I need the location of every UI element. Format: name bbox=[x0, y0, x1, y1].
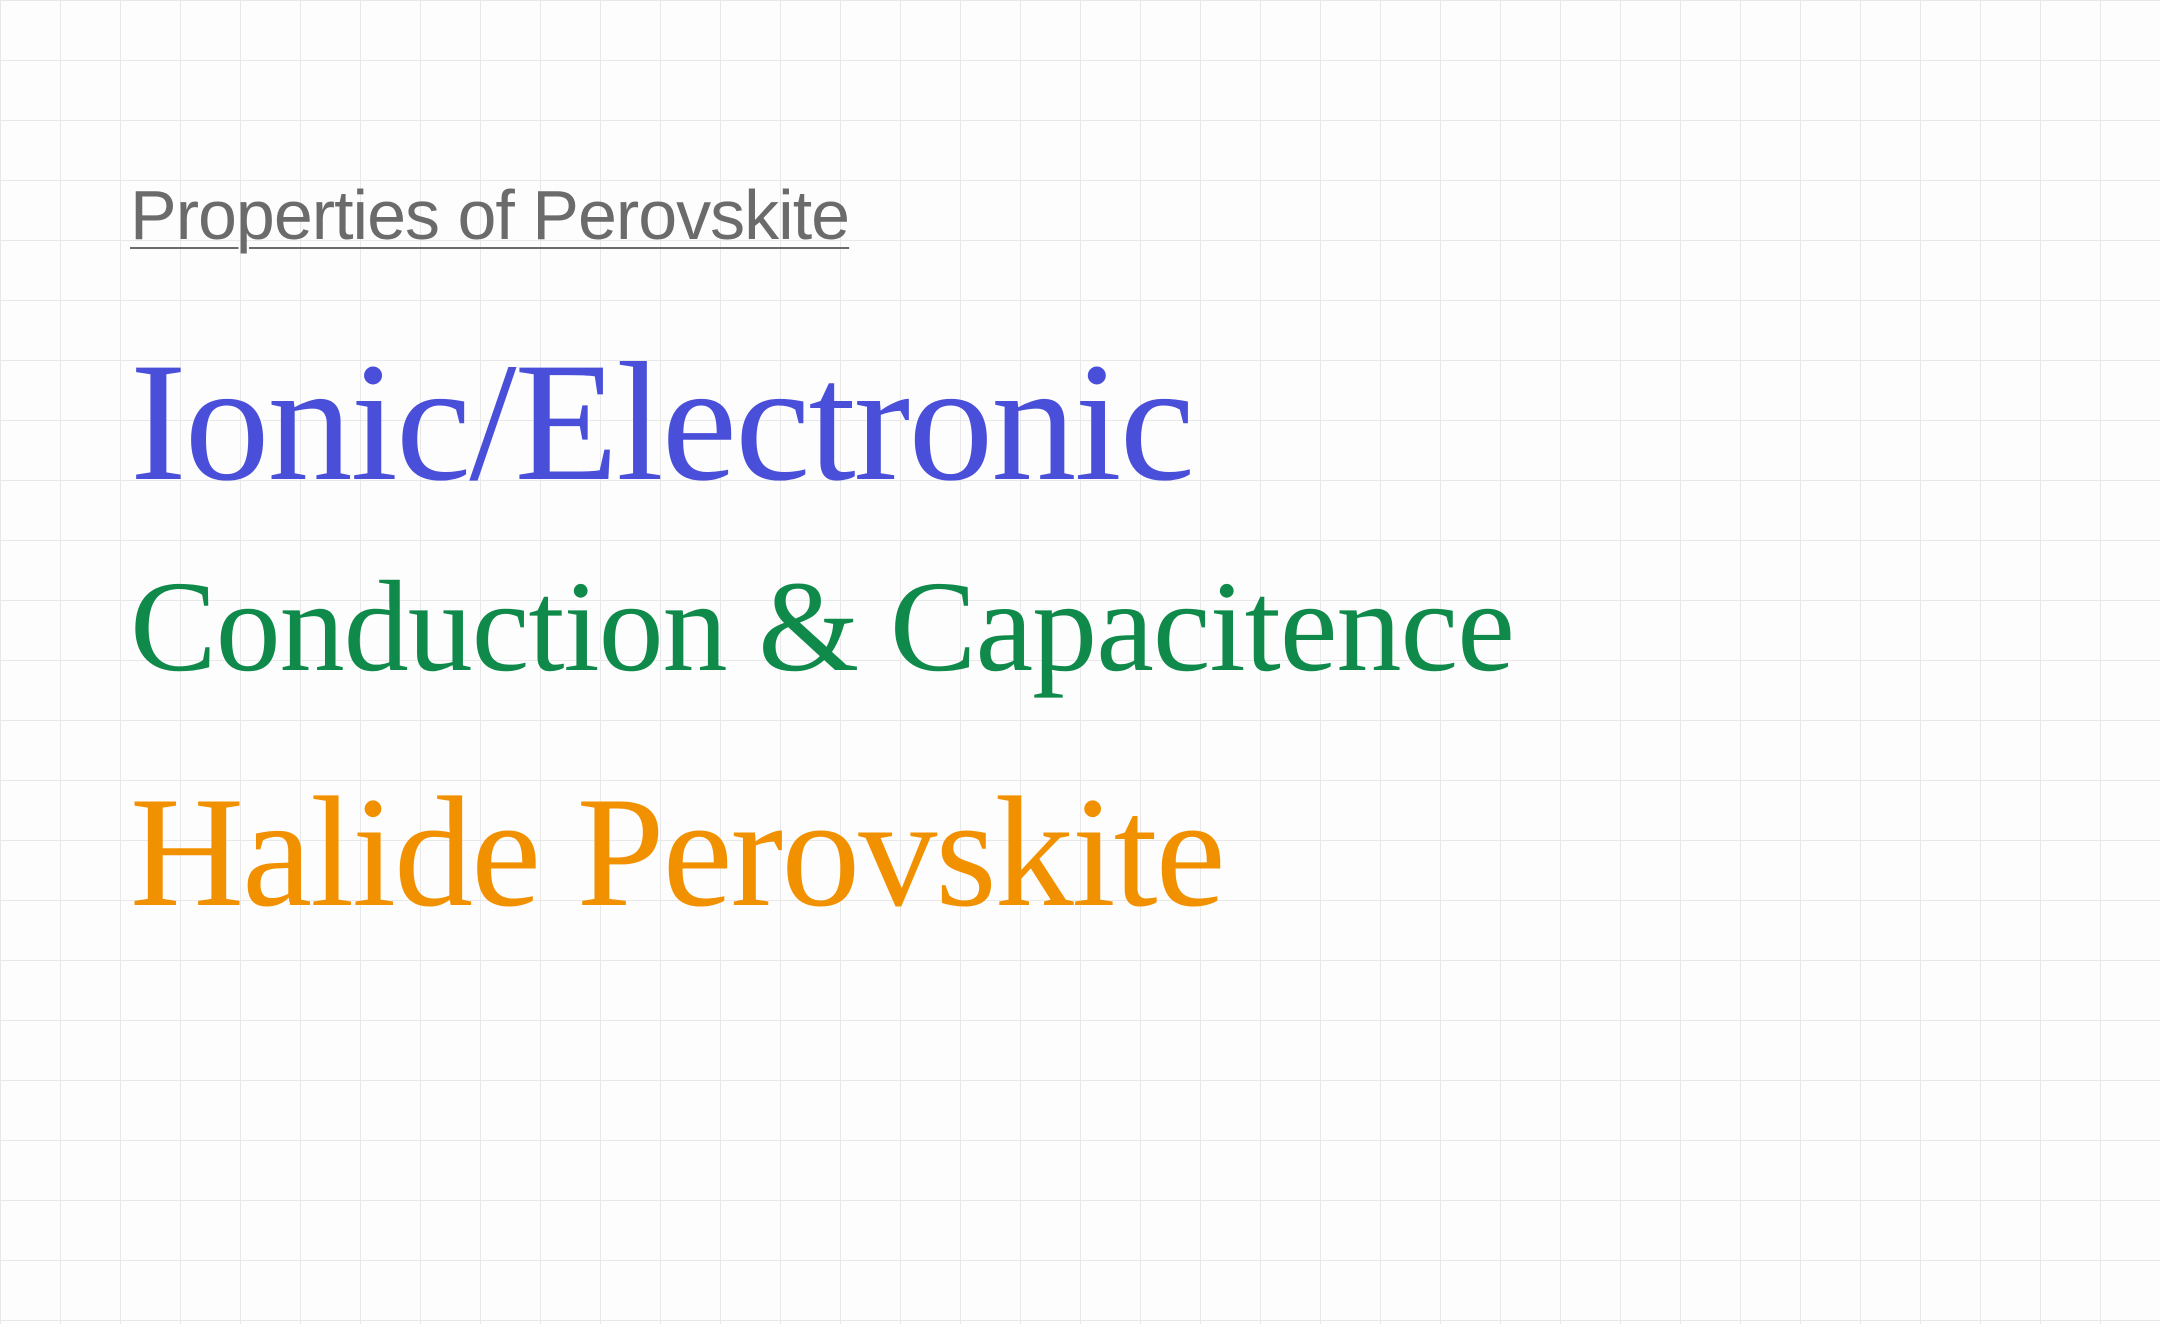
property-line-2: Conduction & Capacitence bbox=[130, 552, 1514, 702]
slide-content: Properties of Perovskite Ionic/Electroni… bbox=[130, 175, 1514, 944]
slide-heading: Properties of Perovskite bbox=[130, 175, 1514, 255]
property-line-3: Halide Perovskite bbox=[130, 762, 1514, 944]
property-line-1: Ionic/Electronic bbox=[130, 325, 1514, 520]
